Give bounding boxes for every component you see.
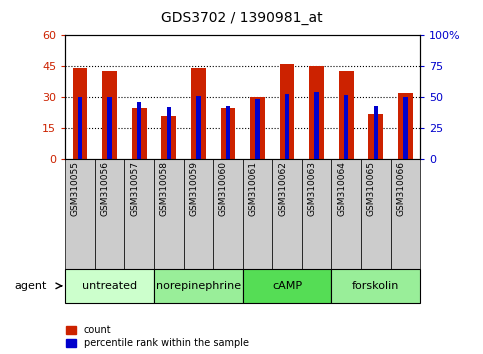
Bar — [221, 108, 235, 159]
Bar — [331, 269, 420, 303]
Bar — [154, 159, 184, 269]
Bar — [226, 106, 230, 159]
Text: GSM310063: GSM310063 — [308, 161, 317, 217]
Text: GSM310056: GSM310056 — [100, 161, 110, 217]
Bar — [107, 97, 112, 159]
Text: cAMP: cAMP — [272, 281, 302, 291]
Text: GSM310060: GSM310060 — [219, 161, 228, 217]
Bar — [78, 97, 82, 159]
Bar — [314, 92, 319, 159]
Bar — [361, 159, 391, 269]
Bar — [72, 68, 87, 159]
Bar — [256, 98, 260, 159]
Bar — [339, 70, 354, 159]
Bar — [242, 269, 331, 303]
Bar — [102, 70, 117, 159]
Bar — [95, 159, 125, 269]
Bar — [213, 159, 242, 269]
Text: norepinephrine: norepinephrine — [156, 281, 241, 291]
Bar — [344, 95, 348, 159]
Text: GSM310058: GSM310058 — [160, 161, 169, 217]
Legend: count, percentile rank within the sample: count, percentile rank within the sample — [65, 324, 250, 349]
Bar — [65, 159, 95, 269]
Bar — [398, 93, 413, 159]
Bar — [184, 159, 213, 269]
Bar — [391, 159, 420, 269]
Bar — [280, 64, 295, 159]
Text: GSM310057: GSM310057 — [130, 161, 139, 217]
Text: agent: agent — [14, 281, 47, 291]
Bar — [132, 108, 146, 159]
Bar — [154, 269, 243, 303]
Text: GSM310055: GSM310055 — [71, 161, 80, 217]
Text: GSM310062: GSM310062 — [278, 161, 287, 216]
Text: GSM310061: GSM310061 — [248, 161, 257, 217]
Text: GSM310059: GSM310059 — [189, 161, 199, 217]
Bar — [196, 96, 200, 159]
Bar — [309, 67, 324, 159]
Bar — [331, 159, 361, 269]
Bar — [272, 159, 302, 269]
Bar — [302, 159, 331, 269]
Bar — [242, 159, 272, 269]
Bar — [65, 269, 154, 303]
Bar — [167, 107, 171, 159]
Bar — [137, 102, 142, 159]
Bar — [369, 114, 383, 159]
Text: forskolin: forskolin — [352, 281, 399, 291]
Text: GSM310065: GSM310065 — [367, 161, 376, 217]
Bar — [161, 116, 176, 159]
Bar — [191, 68, 206, 159]
Text: GSM310066: GSM310066 — [397, 161, 405, 217]
Bar — [403, 97, 408, 159]
Bar — [125, 159, 154, 269]
Text: GDS3702 / 1390981_at: GDS3702 / 1390981_at — [161, 11, 322, 25]
Text: GSM310064: GSM310064 — [337, 161, 346, 216]
Bar — [250, 97, 265, 159]
Text: untreated: untreated — [82, 281, 137, 291]
Bar — [374, 106, 378, 159]
Bar — [285, 93, 289, 159]
